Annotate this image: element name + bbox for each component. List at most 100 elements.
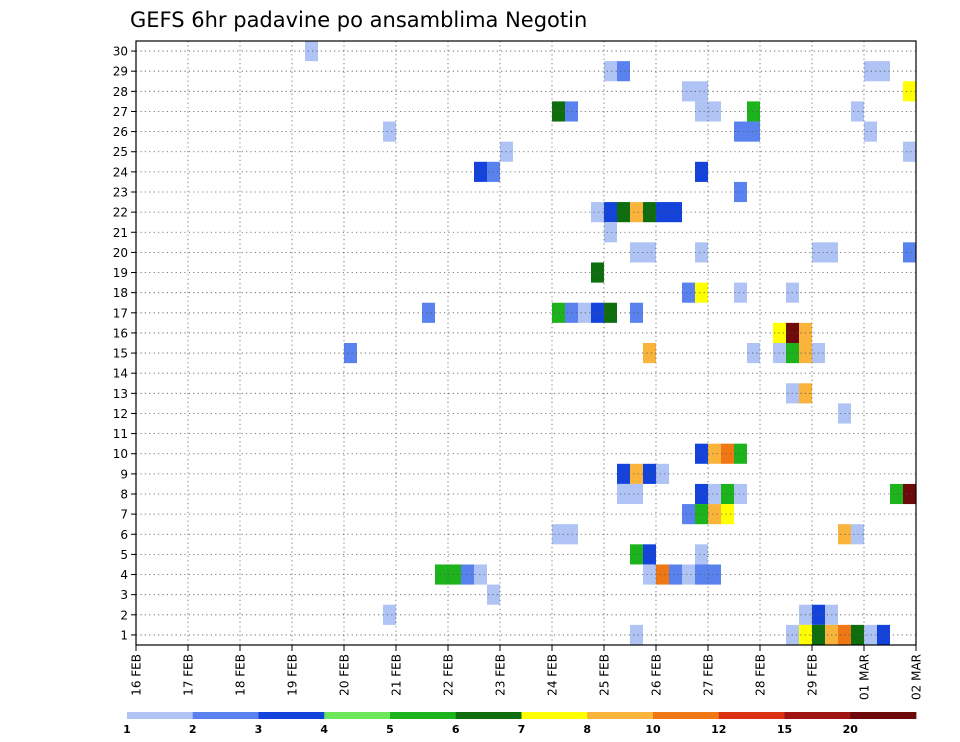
x-tick-label: 29 FEB	[806, 654, 820, 696]
heatmap-cell	[656, 564, 669, 585]
heatmap-cell	[383, 121, 396, 142]
legend-label: 3	[255, 723, 263, 736]
x-tick-label: 24 FEB	[546, 654, 560, 696]
y-tick-label: 21	[113, 226, 128, 240]
x-tick-label: 01 MAR	[858, 654, 872, 700]
heatmap-cell	[695, 483, 708, 505]
y-axis-ticks: 1234567891011121314151617181920212223242…	[113, 45, 136, 642]
heatmap-cell	[851, 624, 864, 645]
y-tick-label: 5	[120, 548, 128, 562]
heatmap-cell	[877, 61, 890, 82]
legend-label: 2	[189, 723, 197, 736]
heatmap-cell	[682, 564, 695, 585]
legend-color-swatch	[587, 712, 654, 719]
legend-color-swatch	[390, 712, 457, 719]
legend-color-swatch	[850, 712, 917, 719]
heatmap-cell	[903, 242, 916, 263]
heatmap-cell	[851, 101, 864, 122]
heatmap-cell	[903, 483, 916, 505]
heatmap-cell	[435, 564, 448, 585]
heatmap-cell	[682, 504, 695, 525]
heatmap-cell	[890, 483, 903, 505]
heatmap-cell	[682, 282, 695, 303]
y-tick-label: 27	[113, 105, 128, 119]
heatmap-cell	[695, 564, 708, 585]
y-tick-label: 16	[113, 326, 128, 340]
legend-color-swatch	[653, 712, 720, 719]
heatmap-cell	[344, 343, 357, 364]
heatmap-cell	[617, 202, 630, 223]
heatmap-cell	[708, 564, 721, 585]
heatmap-cell	[695, 101, 708, 122]
heatmap-cell	[643, 544, 656, 565]
heatmap-cell	[643, 343, 656, 364]
x-tick-label: 25 FEB	[598, 654, 612, 696]
heatmap-cell	[617, 61, 630, 82]
heatmap-cell	[604, 61, 617, 82]
heatmap-cell	[578, 302, 591, 323]
y-tick-label: 18	[113, 286, 128, 300]
legend-label: 20	[843, 723, 859, 736]
heatmap-cell	[630, 544, 643, 565]
heatmap-cell	[617, 463, 630, 484]
heatmap-cell	[591, 202, 604, 223]
x-tick-label: 17 FEB	[182, 654, 196, 696]
y-tick-label: 9	[120, 467, 128, 481]
legend-color-swatch	[192, 712, 259, 719]
heatmap-cell	[630, 202, 643, 223]
legend-label: 8	[583, 723, 591, 736]
heatmap-cell	[851, 524, 864, 545]
heatmap-cell	[643, 242, 656, 263]
heatmap-cell	[656, 202, 669, 223]
heatmap-cell	[721, 504, 734, 525]
x-tick-label: 23 FEB	[494, 654, 508, 696]
heatmap-cell	[422, 302, 435, 323]
y-tick-label: 2	[120, 608, 128, 622]
legend-label: 10	[645, 723, 661, 736]
legend-color-swatch	[784, 712, 851, 719]
heatmap-cell	[747, 343, 760, 364]
heatmap-cell	[695, 544, 708, 565]
heatmap-cell	[708, 443, 721, 464]
heatmap-cell	[903, 141, 916, 162]
x-tick-label: 20 FEB	[338, 654, 352, 696]
legend-color-swatch	[521, 712, 588, 719]
heatmap-cells	[305, 41, 916, 645]
heatmap-cell	[695, 504, 708, 525]
x-axis-ticks: 16 FEB 17 FEB 18 FEB 19 FEB 20 FEB 21 FEB 22 F…	[130, 645, 924, 700]
y-tick-label: 12	[113, 407, 128, 421]
heatmap-cell	[734, 181, 747, 203]
y-tick-label: 24	[113, 165, 128, 179]
y-tick-label: 7	[120, 508, 128, 522]
x-tick-label: 21 FEB	[390, 654, 404, 696]
y-tick-label: 6	[120, 528, 128, 542]
heatmap-cell	[565, 101, 578, 122]
legend-color-swatch	[258, 712, 325, 719]
heatmap-cell	[669, 564, 682, 585]
heatmap-cell	[669, 202, 682, 223]
plot-frame	[135, 40, 917, 646]
legend-label: 12	[711, 723, 726, 736]
heatmap-cell	[630, 624, 643, 645]
heatmap-cell	[695, 443, 708, 464]
heatmap-cell	[708, 504, 721, 525]
heatmap-cell	[695, 161, 708, 182]
heatmap-cell	[643, 202, 656, 223]
heatmap-cell	[591, 262, 604, 283]
x-tick-label: 02 MAR	[910, 654, 924, 700]
heatmap-cell	[617, 483, 630, 505]
heatmap-cell	[630, 483, 643, 505]
heatmap-cell	[604, 302, 617, 323]
y-tick-label: 30	[113, 45, 128, 59]
y-tick-label: 17	[113, 306, 128, 320]
y-tick-label: 28	[113, 85, 128, 99]
heatmap-cell	[734, 121, 747, 142]
heatmap-cell	[305, 41, 318, 62]
y-tick-label: 8	[120, 488, 128, 502]
legend-color-swatch	[718, 712, 785, 719]
legend-label: 5	[386, 723, 394, 736]
y-tick-label: 25	[113, 145, 128, 159]
y-tick-label: 23	[113, 186, 128, 200]
y-tick-label: 14	[113, 367, 128, 381]
heatmap-cell	[695, 282, 708, 303]
